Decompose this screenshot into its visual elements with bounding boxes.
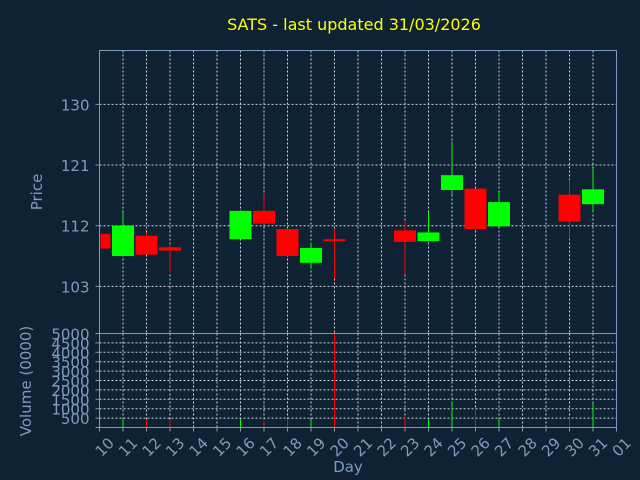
volume-gridlines xyxy=(99,333,617,428)
volume-tick-label: 1000 xyxy=(51,401,89,419)
x-tick-label: 29 xyxy=(538,434,564,460)
price-gridlines xyxy=(99,50,617,334)
volume-tick-label: 500 xyxy=(61,410,90,428)
volume-tick-label: 3000 xyxy=(51,363,89,381)
candle-body xyxy=(159,247,181,251)
volume-axis-label: Volume (0000) xyxy=(17,326,35,436)
x-tick-label: 28 xyxy=(515,434,541,460)
candle-body xyxy=(441,175,463,190)
x-tick-label: 16 xyxy=(233,434,259,460)
x-tick-label: 10 xyxy=(92,434,118,460)
candle-body xyxy=(394,230,416,242)
x-tick-label: 22 xyxy=(374,434,400,460)
candle-body xyxy=(300,247,322,263)
candle-body xyxy=(488,202,510,227)
price-axis-label: Price xyxy=(28,174,46,211)
x-tick-label: 14 xyxy=(186,434,212,460)
x-tick-label: 27 xyxy=(491,434,517,460)
candle-body xyxy=(323,239,346,242)
x-tick-label: 17 xyxy=(256,434,282,460)
volume-bars xyxy=(99,333,594,428)
volume-tick-label: 2000 xyxy=(51,382,89,400)
volume-tick-label: 1500 xyxy=(51,391,89,409)
candle-body xyxy=(229,210,252,240)
candle-body xyxy=(112,225,134,257)
candle-body xyxy=(582,189,604,205)
x-tick-label: 15 xyxy=(209,434,235,460)
x-tick-label: 13 xyxy=(162,434,188,460)
x-tick-label: 19 xyxy=(303,434,329,460)
price-candles xyxy=(99,141,604,279)
candle-body xyxy=(464,188,487,230)
candle-body xyxy=(558,194,581,222)
x-tick-label: 31 xyxy=(585,434,611,460)
x-axis-label: Day xyxy=(333,458,363,476)
x-tick-label: 11 xyxy=(115,434,141,460)
price-tick-label: 112 xyxy=(61,218,90,236)
x-tick-label: 21 xyxy=(350,434,376,460)
x-tick-label: 23 xyxy=(397,434,423,460)
volume-tick-label: 3500 xyxy=(51,354,89,372)
candle-body xyxy=(135,235,158,255)
x-tick-label: 20 xyxy=(327,434,353,460)
candle-body xyxy=(253,210,275,224)
x-tick-label: 25 xyxy=(444,434,470,460)
price-tick-label: 121 xyxy=(61,157,90,175)
volume-tick-label: 4500 xyxy=(51,335,89,353)
x-axis: 1011121314151617181920212223242526272829… xyxy=(92,427,635,460)
x-tick-label: 30 xyxy=(562,434,588,460)
x-tick-label: 18 xyxy=(280,434,306,460)
chart-title: SATS - last updated 31/03/2026 xyxy=(227,15,481,34)
price-axis: 103 112 121 130 xyxy=(61,96,100,296)
x-tick-label: 26 xyxy=(468,434,494,460)
volume-tick-label: 4000 xyxy=(51,344,89,362)
candle-body xyxy=(100,233,111,249)
candle-body xyxy=(417,232,440,242)
volume-tick-label: 5000 xyxy=(51,326,89,344)
price-tick-label: 130 xyxy=(61,96,90,114)
x-tick-label: 12 xyxy=(139,434,165,460)
price-tick-label: 103 xyxy=(61,278,90,296)
x-tick-label: 24 xyxy=(421,434,447,460)
candle-body xyxy=(276,229,299,257)
x-tick-label: 01 xyxy=(609,434,635,460)
volume-tick-label: 2500 xyxy=(51,373,89,391)
